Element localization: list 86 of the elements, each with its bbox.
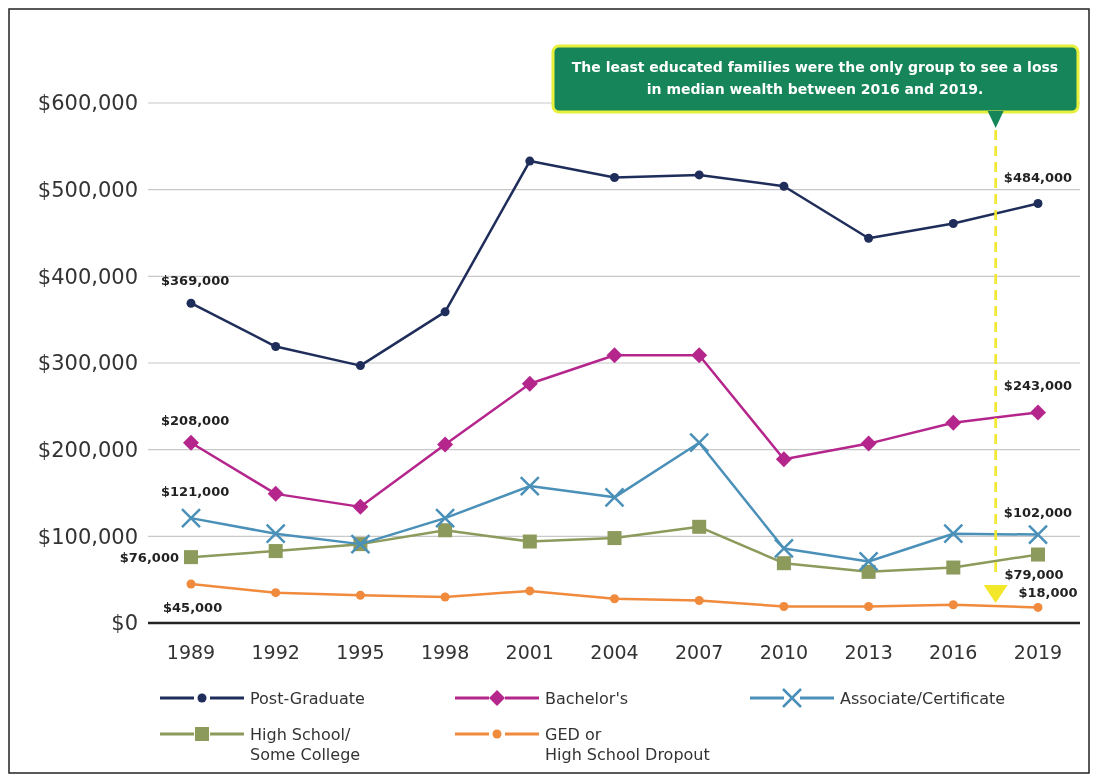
- point: [858, 551, 879, 572]
- point: [864, 602, 874, 612]
- data-label: $369,000: [161, 273, 230, 289]
- point: [440, 307, 450, 317]
- data-label: $102,000: [1003, 504, 1073, 520]
- text: The least educated families were the only group to see a loss in median wealth between 2016 and 2019.: [571, 59, 1059, 97]
- x-tick-label: 2013: [844, 641, 893, 663]
- data-label: $208,000: [161, 412, 230, 428]
- point: [779, 602, 789, 612]
- legend-label: Bachelor's: [545, 689, 629, 708]
- point: [775, 451, 792, 468]
- legend-label: High School/ Some College: [250, 725, 361, 764]
- point: [948, 600, 958, 610]
- data-label: $243,000: [1003, 378, 1073, 394]
- x-tick-label: 1995: [336, 641, 385, 663]
- point: [519, 475, 541, 497]
- point: [606, 347, 623, 364]
- point: [271, 588, 281, 598]
- point: [610, 173, 619, 183]
- point: [860, 435, 877, 452]
- point: [352, 498, 369, 515]
- x-tick-label: 2010: [759, 641, 809, 663]
- point: [1033, 602, 1043, 612]
- point: [522, 534, 537, 549]
- point: [180, 507, 202, 529]
- point: [688, 432, 710, 453]
- point: [525, 586, 535, 596]
- y-tick-label: $100,000: [37, 524, 138, 549]
- point: [521, 375, 538, 392]
- y-tick-label: $0: [111, 611, 138, 636]
- point: [604, 487, 625, 508]
- point: [776, 556, 791, 571]
- point: [691, 347, 708, 364]
- point: [434, 507, 456, 529]
- x-tick-label: 2016: [929, 641, 978, 663]
- y-tick-label: $200,000: [37, 438, 138, 463]
- point: [948, 218, 958, 228]
- y-tick-label: $400,000: [37, 264, 138, 289]
- point: [268, 544, 283, 559]
- x-tick-label: 1992: [251, 641, 300, 663]
- data-label: $484,000: [1003, 169, 1073, 185]
- point: [186, 298, 196, 308]
- point: [438, 523, 453, 538]
- point: [773, 538, 795, 559]
- point: [265, 523, 286, 544]
- point: [525, 156, 535, 166]
- point: [610, 594, 619, 604]
- x-tick-label: 2004: [590, 641, 639, 663]
- point: [186, 579, 196, 589]
- x-tick-label: 2001: [505, 641, 554, 663]
- point: [692, 519, 707, 534]
- x-tick-label: 1989: [166, 641, 216, 663]
- x-tick-label: 1998: [420, 641, 470, 663]
- point: [945, 414, 962, 431]
- legend-label: GED or High School Dropout: [545, 725, 710, 764]
- point: [779, 181, 789, 191]
- data-label: $121,000: [161, 484, 230, 500]
- point: [1031, 547, 1045, 562]
- legend-label: Post-Graduate: [250, 689, 365, 708]
- point: [1030, 404, 1046, 421]
- data-label: $18,000: [1018, 585, 1078, 601]
- point: [607, 531, 622, 546]
- data-label: $79,000: [1004, 566, 1064, 582]
- point: [864, 233, 874, 243]
- x-tick-label: 2007: [675, 641, 724, 663]
- x-tick-label: 2019: [1013, 641, 1063, 663]
- y-tick-label: $600,000: [37, 91, 138, 116]
- point: [183, 434, 199, 451]
- point: [946, 560, 961, 575]
- point: [943, 523, 964, 544]
- data-label: $76,000: [119, 550, 179, 566]
- point: [1027, 524, 1049, 545]
- point: [694, 595, 704, 605]
- point: [184, 550, 198, 565]
- point: [271, 342, 281, 352]
- data-label: $45,000: [163, 600, 223, 615]
- point: [355, 590, 365, 600]
- point: [355, 361, 365, 371]
- legend-label: Associate/Certificate: [840, 689, 1006, 708]
- y-tick-label: $500,000: [37, 178, 138, 203]
- point: [437, 436, 454, 453]
- point: [694, 170, 704, 180]
- y-tick-label: $300,000: [37, 351, 138, 376]
- point: [440, 592, 450, 602]
- point: [1033, 199, 1043, 209]
- point: [267, 485, 284, 502]
